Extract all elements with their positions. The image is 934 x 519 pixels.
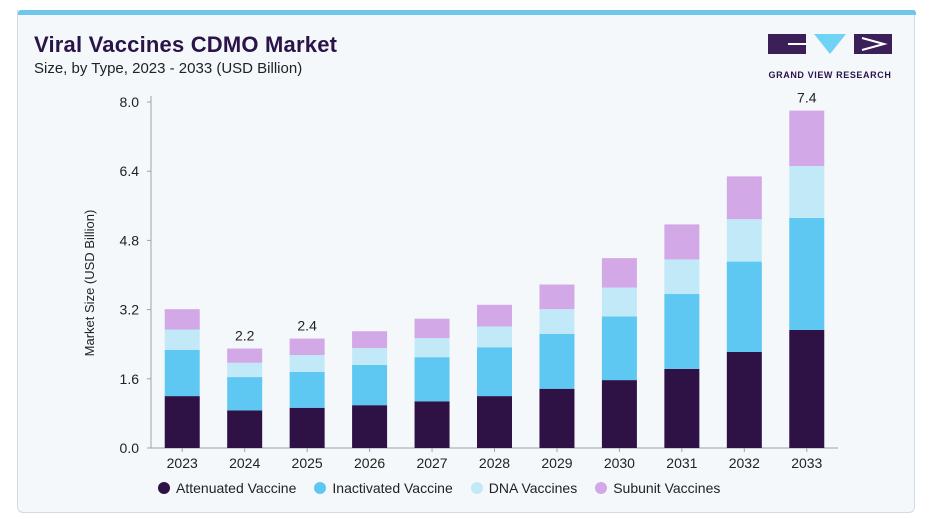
x-tick-label: 2033	[791, 455, 822, 471]
bar-2031-series-1	[664, 294, 700, 369]
bar-2023-series-0	[164, 396, 200, 448]
x-tick-label: 2029	[541, 455, 572, 471]
legend-item: DNA Vaccines	[470, 480, 578, 496]
bar-2027-series-2	[414, 338, 450, 358]
bar-2028-series-1	[477, 347, 512, 397]
legend-swatch-icon	[158, 482, 170, 494]
bar-2026-series-3	[352, 331, 388, 349]
legend-swatch-icon	[470, 482, 483, 494]
legend-item: Attenuated Vaccine	[158, 480, 296, 496]
bar-2028-series-3	[477, 304, 512, 327]
legend-swatch-icon	[595, 482, 608, 494]
data-label: 2.2	[235, 328, 255, 344]
bar-2023-series-2	[164, 329, 200, 350]
y-tick-label: 8.0	[120, 94, 140, 110]
accent-bar	[18, 10, 916, 15]
bar-2025-series-3	[289, 338, 325, 356]
legend-item: Inactivated Vaccine	[314, 480, 453, 496]
bar-2025-series-1	[289, 371, 325, 408]
bar-2027-series-3	[414, 318, 450, 339]
chart-legend: Attenuated Vaccine Inactivated Vaccine DNA…	[158, 480, 720, 496]
bar-2025-series-0	[289, 407, 325, 448]
bar-2032-series-2	[726, 219, 762, 262]
bar-2024-series-1	[227, 377, 263, 411]
bar-2023-series-3	[164, 309, 200, 330]
logo-chevron	[861, 37, 888, 51]
x-tick-label: 2025	[292, 455, 323, 471]
x-tick-label: 2023	[167, 455, 198, 471]
bar-2033-series-3	[789, 110, 825, 167]
bar-2031-series-0	[664, 368, 700, 448]
bar-2029-series-1	[539, 333, 575, 389]
y-tick-label: 1.6	[120, 371, 140, 387]
grand-view-research-logo: GRAND VIEW RESEARCH	[764, 32, 896, 86]
chart-card: Viral Vaccines CDMO Market Size, by Type…	[17, 10, 916, 513]
bar-2030-series-3	[601, 258, 637, 288]
legend-label: Inactivated Vaccine	[332, 480, 453, 496]
logo-block-left	[768, 34, 806, 54]
x-tick-label: 2030	[604, 455, 635, 471]
bar-2029-series-0	[539, 388, 575, 448]
data-label: 7.4	[797, 90, 817, 106]
bar-2026-series-1	[352, 364, 388, 406]
bar-2027-series-1	[414, 357, 450, 402]
logo-mark-icon	[768, 34, 892, 54]
bar-2030-series-2	[601, 287, 637, 317]
bar-2032-series-3	[726, 176, 762, 220]
bar-2033-series-1	[789, 217, 825, 330]
bar-2030-series-0	[601, 380, 637, 448]
y-axis-label: Market Size (USD Billion)	[82, 210, 97, 357]
x-tick-label: 2027	[416, 455, 447, 471]
bar-2024-series-2	[227, 362, 263, 378]
data-label: 2.4	[297, 318, 317, 334]
bar-2026-series-0	[352, 405, 388, 448]
logo-triangle	[814, 34, 846, 54]
x-tick-label: 2031	[666, 455, 697, 471]
bar-2023-series-1	[164, 349, 200, 397]
bar-2028-series-0	[477, 396, 512, 448]
chart-labels: 2023 2024 2025 2026 2027 2028 2029 2030 2031 2032…	[167, 90, 823, 471]
bar-2029-series-2	[539, 309, 575, 334]
x-tick-label: 2028	[479, 455, 510, 471]
logo-text: GRAND VIEW RESEARCH	[768, 70, 892, 80]
x-tick-label: 2032	[729, 455, 760, 471]
chart-bars	[164, 110, 825, 448]
bar-2033-series-2	[789, 166, 825, 218]
y-tick-label: 6.4	[120, 163, 140, 179]
legend-label: Subunit Vaccines	[613, 480, 721, 496]
legend-item: Subunit Vaccines	[595, 480, 720, 496]
legend-swatch-icon	[314, 482, 327, 494]
bar-2032-series-0	[726, 351, 762, 448]
y-tick-label: 3.2	[120, 302, 140, 318]
bar-2027-series-0	[414, 401, 450, 448]
legend-label: DNA Vaccines	[488, 480, 578, 496]
legend-label: Attenuated Vaccine	[176, 480, 297, 496]
bar-2032-series-1	[726, 261, 762, 352]
x-tick-label: 2024	[229, 455, 260, 471]
bar-2030-series-1	[601, 316, 637, 381]
stacked-bar-chart: 0.0 1.6 3.2 4.8 6.4 8.0 Market Size (USD Billi…	[82, 90, 838, 471]
bar-2024-series-3	[227, 348, 263, 363]
x-tick-label: 2026	[354, 455, 385, 471]
bar-2025-series-2	[289, 355, 325, 372]
bar-2028-series-2	[477, 326, 512, 348]
chart-title: Viral Vaccines CDMO Market	[34, 32, 338, 57]
bar-2033-series-0	[789, 329, 825, 448]
bar-2029-series-3	[539, 284, 575, 310]
bar-2026-series-2	[352, 348, 388, 365]
bar-2031-series-3	[664, 224, 700, 260]
chart-subtitle: Size, by Type, 2023 - 2033 (USD Billion)	[34, 60, 303, 77]
bar-2031-series-2	[664, 259, 700, 295]
y-tick-label: 0.0	[120, 440, 140, 456]
bar-2024-series-0	[227, 410, 263, 448]
y-tick-label: 4.8	[120, 232, 140, 248]
